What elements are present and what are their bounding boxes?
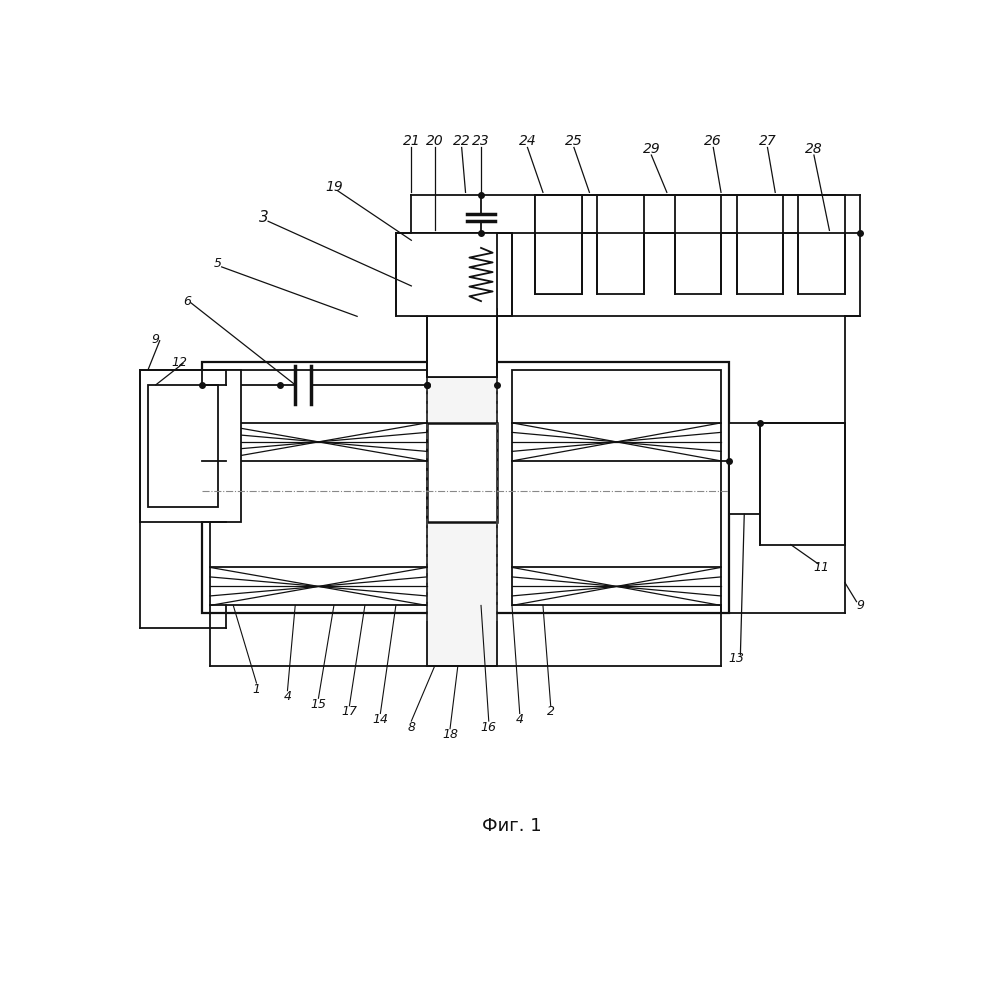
Bar — [597, 195, 643, 293]
Text: 24: 24 — [518, 134, 536, 148]
Text: 1: 1 — [253, 683, 261, 696]
Bar — [427, 293, 497, 377]
Text: 25: 25 — [565, 134, 582, 148]
Bar — [798, 195, 845, 293]
Text: 15: 15 — [311, 698, 327, 710]
Text: 4: 4 — [515, 713, 523, 726]
Text: 22: 22 — [453, 134, 471, 148]
Text: 14: 14 — [373, 713, 389, 726]
Bar — [148, 385, 218, 507]
Text: 13: 13 — [728, 652, 744, 665]
Bar — [396, 233, 497, 316]
Text: 8: 8 — [408, 720, 416, 734]
Bar — [427, 423, 497, 522]
Text: 29: 29 — [642, 142, 660, 156]
Bar — [412, 233, 511, 316]
Text: 4: 4 — [284, 691, 292, 703]
Bar — [674, 195, 721, 293]
Text: 12: 12 — [171, 356, 187, 369]
Text: Фиг. 1: Фиг. 1 — [483, 817, 541, 835]
Bar — [140, 370, 241, 522]
Bar — [760, 423, 845, 544]
Bar — [728, 423, 806, 514]
Text: 3: 3 — [260, 210, 269, 225]
Text: 9: 9 — [856, 599, 864, 612]
Text: 17: 17 — [342, 705, 358, 718]
Text: 2: 2 — [546, 705, 554, 718]
Text: 6: 6 — [183, 294, 191, 307]
Bar — [535, 195, 581, 293]
Text: 23: 23 — [473, 134, 490, 148]
Bar — [427, 316, 497, 666]
Text: 21: 21 — [403, 134, 421, 148]
Text: 11: 11 — [813, 561, 830, 574]
Text: 19: 19 — [325, 180, 343, 194]
Bar — [427, 309, 497, 377]
Text: 18: 18 — [442, 728, 459, 741]
Bar — [210, 370, 443, 606]
Text: 26: 26 — [704, 134, 722, 148]
Text: 27: 27 — [758, 134, 776, 148]
Bar — [511, 370, 721, 606]
Text: 5: 5 — [214, 257, 222, 270]
Text: 9: 9 — [152, 333, 160, 346]
Text: 28: 28 — [805, 142, 823, 156]
Bar — [202, 362, 729, 613]
Text: 20: 20 — [426, 134, 444, 148]
Bar — [535, 195, 581, 293]
Bar — [736, 195, 783, 293]
Text: 16: 16 — [481, 720, 497, 734]
